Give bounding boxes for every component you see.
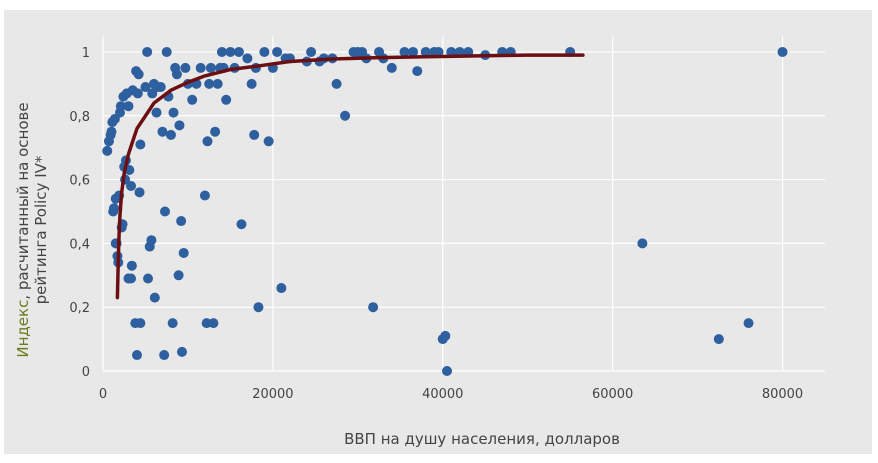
y-axis-title-line-1: Индекс, расчитанный на основе bbox=[14, 102, 32, 357]
data-point bbox=[225, 46, 236, 57]
data-point bbox=[637, 238, 648, 249]
data-point bbox=[123, 101, 134, 112]
data-point bbox=[204, 78, 215, 89]
x-tick-label: 60000 bbox=[592, 387, 633, 402]
data-point bbox=[408, 46, 419, 57]
data-point bbox=[276, 283, 287, 294]
data-point bbox=[442, 366, 453, 376]
data-point bbox=[420, 46, 431, 57]
data-point bbox=[176, 216, 187, 227]
data-point bbox=[140, 82, 151, 93]
data-point bbox=[155, 82, 166, 93]
data-point bbox=[165, 129, 176, 140]
y-tick-label: 0 bbox=[82, 365, 90, 380]
data-point bbox=[195, 62, 206, 73]
data-point bbox=[135, 318, 146, 329]
y-tick-label: 0,8 bbox=[69, 110, 90, 125]
data-point bbox=[157, 126, 168, 137]
data-point bbox=[180, 62, 191, 73]
trend-line bbox=[115, 53, 585, 300]
data-point bbox=[176, 346, 187, 357]
data-point bbox=[386, 62, 397, 73]
data-point bbox=[331, 78, 342, 89]
data-point bbox=[135, 139, 146, 150]
data-point bbox=[178, 247, 189, 258]
data-point bbox=[340, 110, 351, 121]
y-axis-title-line-2: рейтинга Policy IV* bbox=[32, 155, 50, 304]
data-point bbox=[168, 107, 179, 118]
data-point bbox=[199, 190, 210, 201]
data-point bbox=[160, 206, 171, 217]
data-point bbox=[216, 46, 227, 57]
data-point bbox=[221, 94, 232, 105]
data-point bbox=[102, 145, 113, 156]
data-point bbox=[433, 46, 444, 57]
data-point bbox=[151, 107, 162, 118]
data-point bbox=[187, 94, 198, 105]
data-point bbox=[210, 126, 221, 137]
data-point bbox=[173, 270, 184, 281]
data-point bbox=[171, 69, 182, 80]
x-axis-ticks: 0 20000 40000 60000 80000 bbox=[99, 387, 803, 402]
y-tick-label: 0,6 bbox=[69, 174, 90, 189]
data-point bbox=[306, 46, 317, 57]
data-point bbox=[743, 318, 754, 329]
data-point bbox=[446, 46, 457, 57]
data-points bbox=[102, 46, 788, 376]
data-point bbox=[399, 46, 410, 57]
data-point bbox=[412, 66, 423, 77]
data-point bbox=[246, 78, 257, 89]
x-tick-label: 20000 bbox=[252, 387, 293, 402]
data-point bbox=[149, 292, 160, 303]
data-point bbox=[174, 120, 185, 131]
trend-line-layer bbox=[115, 53, 585, 300]
data-point bbox=[777, 46, 788, 57]
data-point bbox=[161, 46, 172, 57]
data-point bbox=[713, 334, 724, 345]
data-point bbox=[249, 129, 260, 140]
x-axis-title: ВВП на душу населения, долларов bbox=[344, 430, 620, 448]
y-axis-title: Индекс, расчитанный на основе рейтинга P… bbox=[14, 102, 50, 357]
data-point bbox=[134, 187, 145, 198]
data-point bbox=[159, 350, 170, 361]
data-point bbox=[233, 46, 244, 57]
data-point bbox=[167, 318, 178, 329]
data-point bbox=[147, 88, 158, 99]
data-point bbox=[368, 302, 379, 313]
data-point bbox=[146, 235, 157, 246]
data-point bbox=[126, 180, 137, 191]
x-tick-label: 0 bbox=[99, 387, 107, 402]
data-point bbox=[143, 273, 154, 284]
data-point bbox=[242, 53, 253, 64]
data-point bbox=[202, 136, 213, 147]
data-point bbox=[142, 46, 153, 57]
data-point bbox=[205, 62, 216, 73]
data-point bbox=[106, 126, 117, 137]
y-tick-label: 0,2 bbox=[69, 301, 90, 316]
data-point bbox=[259, 46, 270, 57]
data-point bbox=[236, 219, 247, 230]
y-axis-ticks: 0 0,2 0,4 0,6 0,8 1 bbox=[69, 46, 90, 380]
x-tick-label: 40000 bbox=[422, 387, 463, 402]
data-point bbox=[212, 78, 223, 89]
x-tick-label: 80000 bbox=[762, 387, 803, 402]
data-point bbox=[272, 46, 283, 57]
y-tick-label: 0,4 bbox=[69, 237, 90, 252]
data-point bbox=[263, 136, 274, 147]
data-point bbox=[133, 69, 144, 80]
data-point bbox=[208, 318, 219, 329]
grid-lines bbox=[102, 36, 825, 372]
data-point bbox=[253, 302, 264, 313]
y-tick-label: 1 bbox=[82, 46, 90, 61]
data-point bbox=[115, 101, 126, 112]
data-point bbox=[132, 88, 143, 99]
data-point bbox=[440, 330, 451, 341]
data-point bbox=[131, 350, 142, 361]
data-point bbox=[126, 273, 137, 284]
data-point bbox=[109, 203, 120, 214]
data-point bbox=[126, 260, 137, 271]
